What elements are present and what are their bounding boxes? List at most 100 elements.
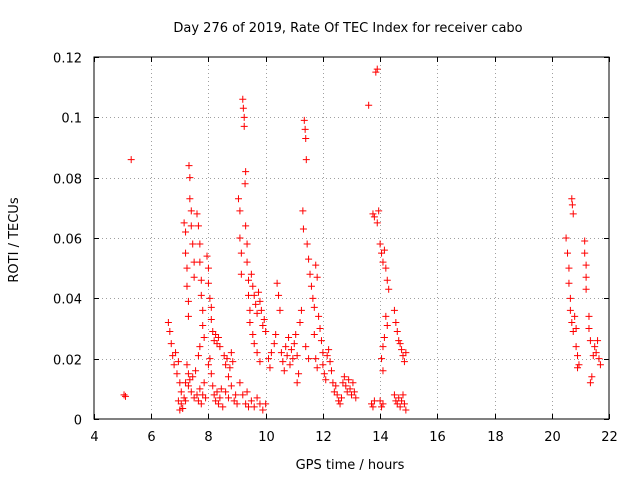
data-point xyxy=(309,294,317,302)
data-point xyxy=(568,195,576,203)
data-point xyxy=(273,279,281,287)
data-point xyxy=(224,373,232,381)
data-point xyxy=(345,376,353,384)
data-point xyxy=(209,382,217,390)
data-point xyxy=(295,370,303,378)
data-point xyxy=(245,276,252,284)
data-point xyxy=(267,349,275,357)
data-point xyxy=(253,349,261,357)
data-point xyxy=(246,306,254,314)
data-point xyxy=(585,312,593,320)
data-point xyxy=(213,340,221,348)
data-point xyxy=(342,382,350,390)
data-point xyxy=(186,376,194,384)
data-point xyxy=(209,328,217,336)
data-point xyxy=(337,394,345,402)
x-tick-label: 10 xyxy=(258,430,275,445)
data-point xyxy=(189,240,197,248)
data-point xyxy=(177,388,185,396)
data-point xyxy=(121,392,129,400)
data-point xyxy=(305,355,313,363)
data-point xyxy=(323,352,331,360)
data-point xyxy=(336,400,344,408)
data-point xyxy=(293,379,301,387)
data-point xyxy=(396,340,404,348)
data-point xyxy=(210,337,218,345)
data-point xyxy=(204,361,212,369)
y-tick-label: 0.1 xyxy=(61,112,82,127)
data-point xyxy=(329,379,337,387)
data-point xyxy=(210,391,218,399)
data-point xyxy=(200,379,208,387)
data-point xyxy=(582,273,590,281)
data-point xyxy=(375,207,383,215)
data-point xyxy=(365,101,373,109)
data-point xyxy=(186,195,194,203)
data-point xyxy=(369,403,377,411)
data-point xyxy=(202,394,210,402)
data-point xyxy=(207,315,215,323)
data-point xyxy=(203,252,211,260)
data-point xyxy=(184,382,192,390)
data-point xyxy=(256,297,264,305)
data-points xyxy=(120,65,604,414)
data-point xyxy=(233,400,241,408)
data-point xyxy=(265,355,273,363)
x-tick-label: 8 xyxy=(204,430,212,445)
data-point xyxy=(174,397,182,405)
data-point xyxy=(196,258,204,266)
data-point xyxy=(242,222,250,230)
data-point xyxy=(302,134,310,142)
data-point xyxy=(574,364,582,372)
chart-title: Day 276 of 2019, Rate Of TEC Index for r… xyxy=(173,21,522,36)
y-tick-labels: 0 0.02 0.04 0.06 0.08 0.1 0.12 xyxy=(53,52,82,429)
data-point xyxy=(565,279,573,287)
data-point xyxy=(229,358,237,366)
data-point xyxy=(174,358,182,366)
data-point xyxy=(303,240,311,248)
data-point xyxy=(398,397,406,405)
data-point xyxy=(586,379,594,387)
data-point xyxy=(250,291,258,299)
y-axis-label: ROTI / TECUs xyxy=(7,197,22,282)
data-point xyxy=(382,312,390,320)
data-point xyxy=(395,394,403,402)
data-point xyxy=(253,394,261,402)
data-point xyxy=(252,300,260,308)
data-point xyxy=(236,234,244,242)
data-point xyxy=(307,282,315,290)
y-tick-label: 0.08 xyxy=(53,173,82,188)
data-point xyxy=(296,318,304,326)
data-point xyxy=(316,325,324,332)
data-point xyxy=(272,331,280,339)
x-tick-label: 20 xyxy=(544,430,561,445)
data-point xyxy=(373,65,381,73)
data-point xyxy=(319,361,327,369)
data-point xyxy=(262,400,270,408)
data-point xyxy=(393,400,401,408)
data-point xyxy=(222,388,230,396)
data-point xyxy=(313,273,321,281)
data-point xyxy=(301,125,309,133)
data-point xyxy=(204,264,212,272)
grid-lines xyxy=(94,57,609,419)
x-tick-label: 6 xyxy=(147,430,155,445)
data-point xyxy=(239,391,247,399)
data-point xyxy=(378,355,386,363)
data-point xyxy=(372,68,380,76)
data-point xyxy=(239,104,247,112)
data-point xyxy=(256,358,264,366)
data-point xyxy=(596,361,604,369)
data-point xyxy=(398,346,406,354)
data-point xyxy=(582,285,590,293)
data-point xyxy=(277,349,285,357)
data-point xyxy=(216,394,224,402)
data-point xyxy=(206,294,214,302)
data-point xyxy=(302,343,310,351)
y-tick-label: 0.06 xyxy=(53,233,82,248)
data-point xyxy=(332,382,340,390)
data-point xyxy=(243,258,251,266)
data-point xyxy=(262,328,270,336)
data-point xyxy=(568,318,576,326)
axis-ticks xyxy=(94,57,610,420)
